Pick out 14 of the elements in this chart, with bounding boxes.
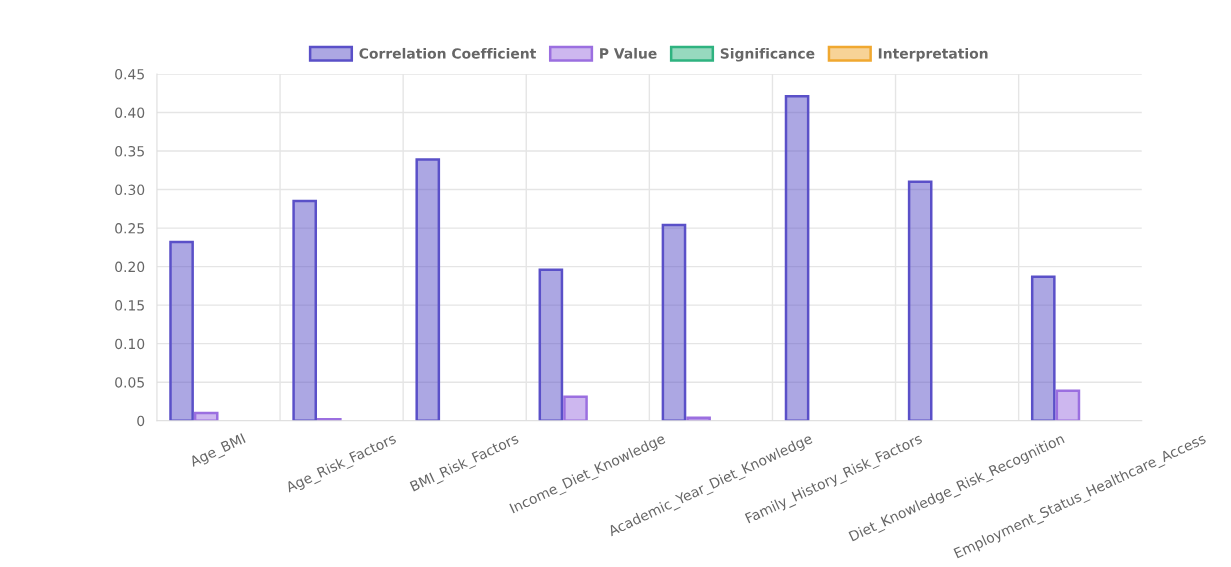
legend-label: Correlation Coefficient <box>359 47 537 59</box>
y-tick-label: 0.15 <box>115 300 144 311</box>
y-tick-label: 0.05 <box>115 377 144 388</box>
legend-label: Significance <box>720 47 815 62</box>
y-tick-label: 0.10 <box>115 338 145 350</box>
y-tick-label: 0.35 <box>115 146 144 157</box>
y-tick-label: 0.25 <box>115 223 144 234</box>
y-tick-label: 0.20 <box>115 261 145 273</box>
legend-label: P Value <box>600 47 657 59</box>
legend-label: Interpretation <box>878 47 988 62</box>
y-tick-label: 0.30 <box>115 184 145 196</box>
y-tick-label: 0 <box>137 415 145 427</box>
y-tick-label: 0.45 <box>115 68 144 80</box>
y-tick-label: 0.40 <box>115 107 145 118</box>
